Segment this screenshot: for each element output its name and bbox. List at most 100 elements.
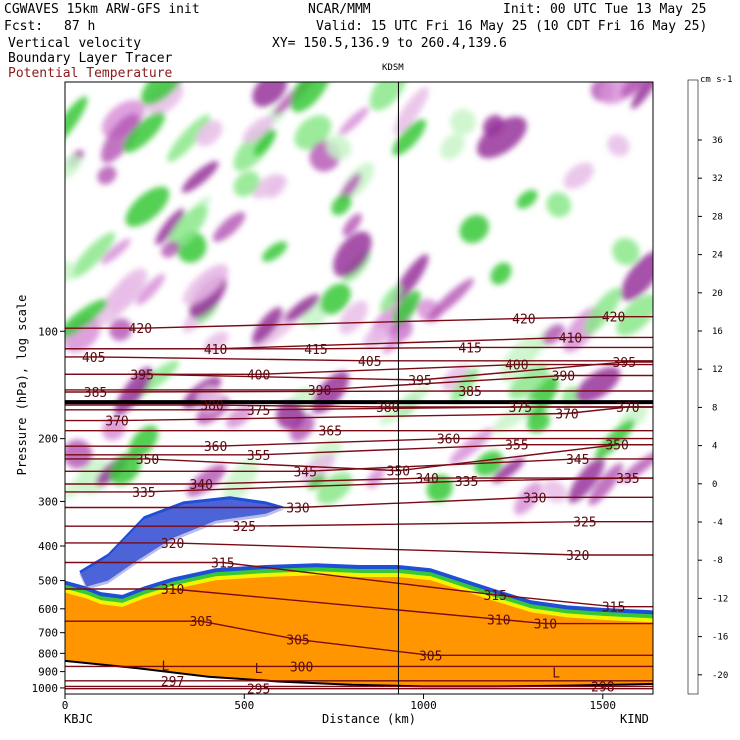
velocity-cell: [155, 208, 185, 245]
theta-label: 405: [82, 351, 105, 366]
theta-contour-370: [65, 406, 653, 422]
potential-temperature-contours: 420 420 420 410 410 415 415 405 405 400 400 395 395 3…: [65, 311, 653, 695]
theta-label: 375: [509, 401, 532, 416]
velocity-cell: [167, 114, 211, 163]
velocity-cell: [620, 82, 645, 98]
x-tick-label: 1500: [590, 699, 617, 712]
y-tick-label: 900: [38, 666, 58, 679]
theta-label: 390: [308, 384, 331, 399]
velocity-cell: [490, 262, 512, 285]
velocity-cell: [276, 401, 305, 430]
valid-time: Valid: 15 UTC Fri 16 May 25 (10 CDT Fri …: [316, 19, 708, 34]
theta-label: 320: [566, 549, 589, 564]
colorbar-label: -12: [712, 594, 728, 604]
colorbar-frame: [687, 79, 699, 695]
theta-label: 395: [130, 368, 153, 383]
y-tick-label: 100: [38, 325, 58, 338]
theta-contour-340: [65, 477, 653, 485]
velocity-cell: [242, 115, 275, 143]
theta-label: 350: [136, 453, 159, 468]
colorbar-label: 28: [712, 212, 723, 222]
velocity-cell: [225, 405, 253, 429]
y-tick-label: 600: [38, 603, 58, 616]
theta-label: 360: [437, 433, 460, 448]
velocity-cell: [616, 294, 653, 336]
colorbar-unit: cm s-1: [700, 75, 733, 85]
velocity-cell: [427, 278, 474, 321]
velocity-cell: [65, 154, 82, 181]
velocity-cell: [331, 194, 352, 216]
theta-label: 370: [105, 415, 128, 430]
velocity-cell: [326, 135, 352, 160]
y-tick-label: 400: [38, 540, 58, 553]
colorbar-label: 16: [712, 327, 723, 337]
theta-label: 350: [605, 439, 628, 454]
theta-label: 345: [566, 453, 589, 468]
theta-contour-315: [65, 561, 653, 608]
y-tick-label: 1000: [32, 682, 59, 695]
velocity-cell: [167, 204, 208, 250]
velocity-cell: [392, 119, 427, 156]
theta-label: 335: [132, 486, 155, 501]
theta-contour-410: [65, 336, 653, 350]
velocity-cell: [584, 287, 622, 335]
theta-label: 380: [376, 401, 399, 416]
velocity-cell: [252, 82, 288, 107]
vertical-velocity-field: [65, 82, 653, 515]
theta-label: 335: [616, 472, 639, 487]
velocity-cell: [253, 129, 277, 157]
theta-contour-325: [65, 521, 653, 527]
colorbar-label: 0: [712, 480, 717, 490]
velocity-cell: [342, 213, 362, 237]
velocity-cell: [65, 96, 88, 149]
theta-label: 375: [247, 404, 270, 419]
theta-label: 340: [189, 478, 212, 493]
velocity-cell: [612, 237, 640, 266]
theta-contour-305: [65, 620, 653, 656]
theta-label: 315: [602, 601, 625, 616]
velocity-cell: [542, 324, 565, 345]
theta-label: 365: [319, 425, 342, 440]
theta-label: 305: [189, 615, 212, 630]
colorbar: 36 32 28 24 20 16 12 8 4 0 -4 -8 -12 -16 -20: [687, 79, 728, 695]
velocity-cell: [339, 300, 368, 335]
theta-label: 385: [458, 385, 481, 400]
field-vertical-velocity: Vertical velocity: [8, 36, 142, 51]
station-mid-label: KDSM: [382, 63, 404, 73]
theta-label: 310: [534, 618, 557, 633]
xy-coordinates: XY= 150.5,136.9 to 260.4,139.6: [272, 36, 507, 51]
theta-contour-310: [65, 588, 653, 625]
colorbar-label: 20: [712, 289, 723, 299]
velocity-cell: [476, 116, 527, 159]
theta-contour-390: [65, 374, 653, 391]
theta-label: 298: [591, 680, 614, 695]
velocity-cell: [379, 284, 402, 313]
theta-label: 410: [559, 331, 582, 346]
velocity-cell: [300, 453, 335, 484]
model-title: CGWAVES 15km ARW-GFS init: [4, 2, 200, 17]
theta-label: 315: [483, 589, 506, 604]
theta-contour-420: [65, 316, 653, 329]
colorbar-label: 36: [712, 136, 723, 146]
theta-contour-385: [65, 390, 653, 393]
velocity-cell: [290, 82, 332, 113]
field-boundary-layer-tracer: Boundary Layer Tracer: [8, 51, 173, 66]
theta-label: 300: [290, 660, 313, 675]
theta-contour-405: [65, 356, 653, 362]
colorbar-label: -8: [712, 556, 723, 566]
velocity-cell: [492, 457, 525, 484]
colorbar-label: -20: [712, 671, 728, 681]
velocity-cell: [100, 238, 131, 265]
forecast-label: Fcst:: [4, 19, 44, 34]
velocity-cell: [382, 323, 413, 354]
low-marker: L: [552, 667, 560, 682]
velocity-cell: [161, 240, 180, 258]
theta-contour-360: [65, 437, 653, 447]
velocity-cell: [338, 106, 369, 136]
theta-label: 370: [555, 408, 578, 423]
theta-label: 315: [211, 557, 234, 572]
velocity-cell: [379, 385, 430, 426]
velocity-cell: [203, 331, 229, 353]
velocity-cell: [102, 417, 126, 441]
